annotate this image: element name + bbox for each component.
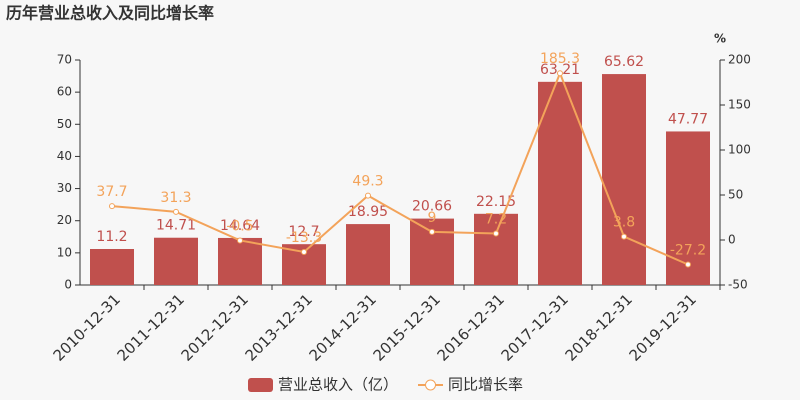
bar-value-label: 18.95 (348, 204, 388, 220)
line-point (685, 261, 691, 268)
bar-value-label: 65.62 (604, 54, 644, 70)
line-point (365, 192, 371, 199)
line-point (493, 230, 499, 237)
bar-value-label: 14.71 (156, 218, 196, 234)
bar-value-label: 47.77 (668, 111, 708, 127)
y-tick-label: 40 (57, 149, 72, 163)
bar (410, 218, 454, 285)
bar (666, 131, 710, 285)
y2-tick-label: -50 (728, 278, 748, 292)
y-tick-label: 60 (57, 85, 72, 99)
chart-title: 历年营业总收入及同比增长率 (6, 4, 214, 23)
y2-tick-label: 0 (728, 233, 736, 247)
bar-value-label: 12.7 (288, 224, 319, 240)
bar (602, 74, 646, 285)
legend-swatch-point (425, 379, 437, 391)
bar (90, 249, 134, 285)
line-value-label: 37.7 (96, 184, 127, 200)
y-tick-label: 20 (57, 213, 72, 227)
line-value-label: 31.3 (160, 190, 191, 206)
legend-swatch (248, 378, 273, 392)
line-point (301, 248, 307, 255)
y-tick-label: 70 (57, 53, 72, 67)
bar-value-label: 20.66 (412, 199, 452, 215)
line-value-label: -13.3 (286, 230, 322, 246)
bar-value-label: 11.2 (96, 229, 127, 245)
y2-axis-label: % (714, 32, 726, 46)
y-tick-label: 0 (64, 278, 72, 292)
line-value-label: 49.3 (352, 174, 383, 190)
bar (474, 213, 518, 285)
legend-label: 同比增长率 (448, 376, 523, 394)
line-point (173, 208, 179, 215)
line-point (429, 228, 435, 235)
y-tick-label: 30 (57, 181, 72, 195)
y-tick-label: 50 (57, 117, 72, 131)
y2-tick-label: 100 (728, 143, 751, 157)
line (111, 70, 689, 266)
line-point (109, 203, 115, 210)
y2-tick-label: 50 (728, 188, 743, 202)
line-value-label: -27.2 (670, 242, 706, 258)
line-point (621, 233, 627, 240)
bar-value-label: 14.64 (220, 218, 260, 234)
y-tick-label: 10 (57, 245, 72, 259)
line-value-label: 9 (428, 210, 437, 226)
line-value-label: -0.5 (226, 218, 253, 234)
line-point (237, 237, 243, 244)
bar (154, 237, 198, 285)
y2-tick-label: 200 (728, 53, 751, 67)
y2-tick-label: 150 (728, 98, 751, 112)
legend-label: 营业总收入（亿） (278, 376, 398, 394)
line-value-label: 7.2 (485, 212, 507, 228)
bar (346, 224, 390, 285)
bar (218, 237, 262, 285)
line-value-label: 3.8 (613, 215, 635, 231)
bar-value-label: 63.21 (540, 62, 580, 78)
line-point (557, 70, 563, 77)
line-value-label: 185.3 (540, 51, 580, 67)
bar (538, 81, 582, 285)
